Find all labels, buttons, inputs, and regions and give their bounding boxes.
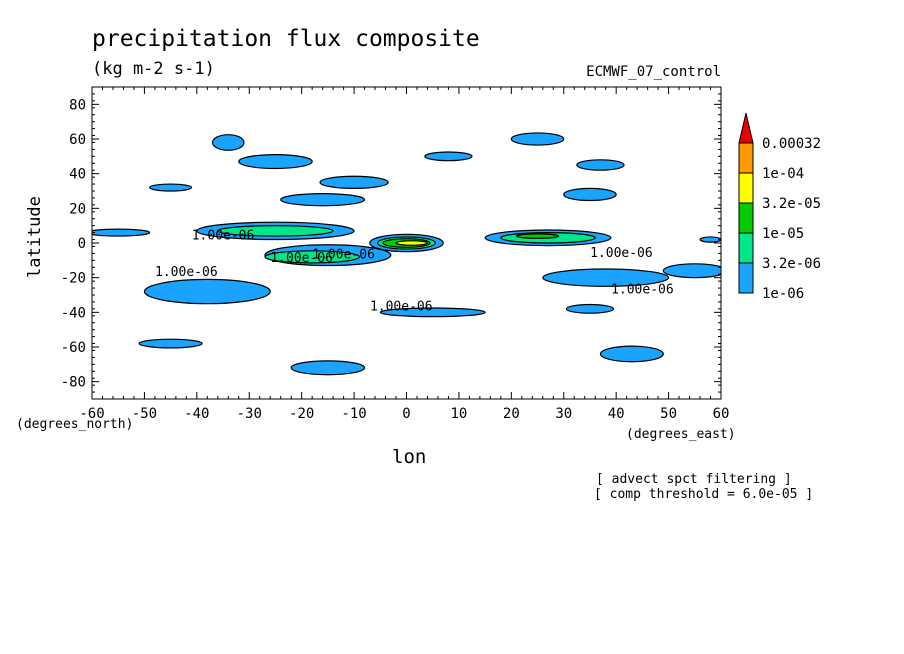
colorbar-label: 0.00032: [762, 136, 821, 152]
colorbar: 1e-06 3.2e-06 1e-05 3.2e-05 1e-04 0.00032: [738, 112, 821, 302]
contour-region: [379, 307, 486, 318]
colorbar-box: [738, 232, 754, 264]
colorbar-extension: [738, 112, 754, 144]
colorbar-box: [738, 172, 754, 204]
annotation-filtering: [ advect spct filtering ]: [596, 472, 792, 487]
x-axis-label: lon: [392, 446, 426, 468]
contour-region: [319, 175, 389, 189]
contour-label: 1.00e-06: [192, 229, 255, 244]
colorbar-label: 3.2e-06: [762, 256, 821, 272]
colorbar-box: [738, 202, 754, 234]
contour-fill-regions: [92, 132, 721, 376]
chart-title: precipitation flux composite: [92, 26, 480, 52]
x-tick-label: 40: [608, 406, 625, 422]
model-name: ECMWF_07_control: [586, 64, 721, 80]
contour-label: 1.00e-06: [270, 251, 333, 266]
x-tick-label: -40: [184, 406, 209, 422]
contour-region: [565, 303, 615, 314]
contour-region: [699, 236, 721, 243]
contour-label: 1.00e-06: [312, 248, 375, 263]
y-tick-label: -20: [61, 271, 86, 287]
colorbar-box: [738, 142, 754, 174]
contour-region: [662, 263, 721, 279]
colorbar-box: [738, 262, 754, 294]
contour-region: [542, 268, 670, 287]
x-tick-label: -20: [289, 406, 314, 422]
contour-region: [280, 193, 366, 207]
contour-region: [211, 134, 245, 151]
x-tick-label: -50: [132, 406, 157, 422]
contour-region: [563, 187, 617, 202]
contour-labels: 1.00e-061.00e-061.00e-061.00e-061.00e-06…: [155, 229, 674, 315]
contour-region: [238, 154, 313, 170]
contour-region: [264, 250, 360, 264]
contour-label: 1.00e-06: [155, 265, 218, 280]
x-tick-label: -10: [341, 406, 366, 422]
contour-region: [138, 338, 203, 349]
x-tick-label: 0: [402, 406, 410, 422]
contour-region: [510, 132, 565, 146]
y-unit-label: (degrees_north): [16, 417, 133, 432]
contour-label: 1.00e-06: [590, 246, 653, 261]
contour-region: [576, 159, 625, 171]
contour-region: [395, 240, 429, 246]
contour-region: [92, 228, 151, 237]
x-tick-label: 20: [503, 406, 520, 422]
y-tick-label: 60: [69, 132, 86, 148]
colorbar-label: 1e-05: [762, 226, 804, 242]
x-tick-label: 10: [450, 406, 467, 422]
y-tick-label: 20: [69, 201, 86, 217]
colorbar-label: 3.2e-05: [762, 196, 821, 212]
contour-region: [217, 225, 334, 237]
x-tick-label: 60: [713, 406, 730, 422]
y-tick-label: -40: [61, 305, 86, 321]
x-tick-label: -60: [79, 406, 104, 422]
y-tick-label: -60: [61, 340, 86, 356]
contour-region: [149, 183, 193, 192]
y-tick-label: 80: [69, 97, 86, 113]
y-axis-label: latitude: [25, 196, 45, 278]
contour-label: 1.00e-06: [370, 300, 433, 315]
contour-region: [424, 151, 473, 162]
x-tick-label: 50: [660, 406, 677, 422]
x-unit-label: (degrees_east): [626, 427, 736, 442]
contour-region: [290, 360, 366, 376]
x-tick-label: 30: [555, 406, 572, 422]
y-tick-label: 40: [69, 167, 86, 183]
annotation-threshold: [ comp threshold = 6.0e-05 ]: [594, 487, 813, 502]
contour-region: [143, 278, 271, 305]
y-tick-label: 0: [78, 236, 86, 252]
colorbar-label: 1e-06: [762, 286, 804, 302]
chart-units: (kg m-2 s-1): [92, 59, 215, 79]
x-tick-label: -30: [237, 406, 262, 422]
contour-region: [515, 233, 560, 239]
contour-label: 1.00e-06: [611, 282, 674, 297]
x-axis: -60 -50 -40 -30 -20 -10 0 10 20 30 40 50 60: [79, 87, 729, 422]
y-axis: -80 -60 -40 -20 0 20 40 60 80: [61, 86, 721, 400]
colorbar-label: 1e-04: [762, 166, 804, 182]
contour-region: [599, 345, 664, 363]
y-tick-label: -80: [61, 375, 86, 391]
